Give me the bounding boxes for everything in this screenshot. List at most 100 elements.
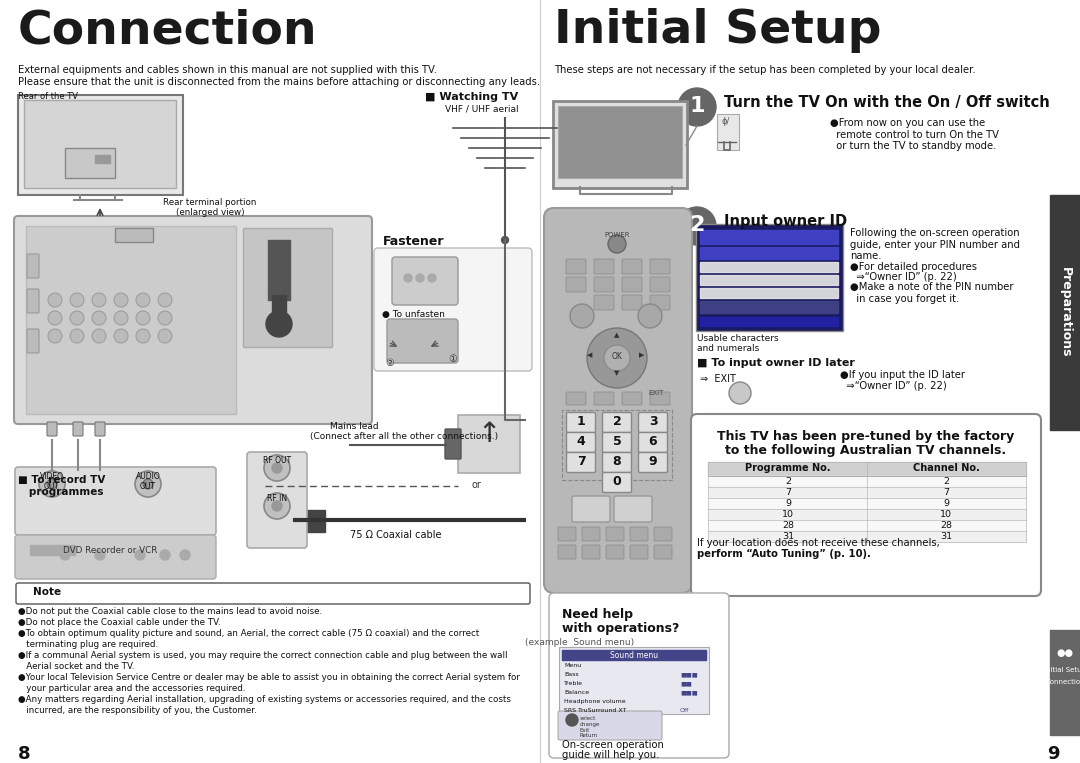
Circle shape xyxy=(608,235,626,253)
FancyBboxPatch shape xyxy=(566,277,586,292)
Text: On-screen operation: On-screen operation xyxy=(562,740,664,750)
FancyBboxPatch shape xyxy=(622,295,642,310)
Text: 9: 9 xyxy=(649,455,658,468)
FancyBboxPatch shape xyxy=(603,433,632,452)
Text: Note: Note xyxy=(33,587,62,597)
Circle shape xyxy=(158,293,172,307)
Circle shape xyxy=(729,382,751,404)
Text: 28: 28 xyxy=(940,521,951,530)
Circle shape xyxy=(48,329,62,343)
FancyBboxPatch shape xyxy=(654,545,672,559)
Text: 9: 9 xyxy=(1048,745,1059,763)
Text: ●Your local Television Service Centre or dealer may be able to assist you in obt: ●Your local Television Service Centre or… xyxy=(18,673,519,682)
Circle shape xyxy=(114,329,129,343)
Text: ⇒“Owner ID” (p. 22): ⇒“Owner ID” (p. 22) xyxy=(850,272,957,282)
FancyBboxPatch shape xyxy=(567,452,595,472)
Text: Aerial socket and the TV.: Aerial socket and the TV. xyxy=(18,662,135,671)
Text: ●Do not put the Coaxial cable close to the mains lead to avoid noise.: ●Do not put the Coaxial cable close to t… xyxy=(18,607,322,616)
Text: 9: 9 xyxy=(943,499,949,508)
FancyBboxPatch shape xyxy=(18,95,183,195)
FancyBboxPatch shape xyxy=(458,415,519,473)
Text: Preparations: Preparations xyxy=(1058,267,1071,357)
Text: 2: 2 xyxy=(612,415,621,428)
Text: 9: 9 xyxy=(785,499,791,508)
Circle shape xyxy=(48,311,62,325)
FancyBboxPatch shape xyxy=(582,545,600,559)
Bar xyxy=(708,498,1026,509)
FancyBboxPatch shape xyxy=(26,226,237,414)
Text: perform “Auto Tuning” (p. 10).: perform “Auto Tuning” (p. 10). xyxy=(697,549,870,559)
Circle shape xyxy=(48,479,57,489)
Text: ■■■: ■■■ xyxy=(680,672,698,677)
Bar xyxy=(1050,195,1080,430)
Text: to the following Australian TV channels.: to the following Australian TV channels. xyxy=(726,444,1007,457)
Circle shape xyxy=(143,479,153,489)
FancyBboxPatch shape xyxy=(14,216,372,424)
FancyBboxPatch shape xyxy=(15,535,216,579)
FancyBboxPatch shape xyxy=(622,392,642,405)
FancyBboxPatch shape xyxy=(15,467,216,535)
FancyBboxPatch shape xyxy=(622,259,642,274)
Text: select
change
Exit
Return: select change Exit Return xyxy=(580,716,600,739)
Text: SRS TruSurround XT: SRS TruSurround XT xyxy=(564,708,626,713)
FancyBboxPatch shape xyxy=(549,593,729,758)
Circle shape xyxy=(678,207,716,245)
Text: your particular area and the accessories required.: your particular area and the accessories… xyxy=(18,684,245,693)
Circle shape xyxy=(160,550,170,560)
FancyBboxPatch shape xyxy=(650,392,670,405)
FancyBboxPatch shape xyxy=(558,527,576,541)
FancyBboxPatch shape xyxy=(566,259,586,274)
FancyBboxPatch shape xyxy=(603,452,632,472)
Text: Menu: Menu xyxy=(564,663,581,668)
FancyBboxPatch shape xyxy=(558,545,576,559)
FancyBboxPatch shape xyxy=(567,413,595,433)
Text: 7: 7 xyxy=(577,455,585,468)
Text: This TV has been pre-tuned by the factory: This TV has been pre-tuned by the factor… xyxy=(717,430,1014,443)
Text: Treble: Treble xyxy=(564,681,583,686)
Text: Mains lead: Mains lead xyxy=(330,422,379,431)
Text: ●To obtain optimum quality picture and sound, an Aerial, the correct cable (75 Ω: ●To obtain optimum quality picture and s… xyxy=(18,629,480,638)
Text: ■■■: ■■■ xyxy=(680,690,698,695)
Text: ①: ① xyxy=(448,354,457,364)
FancyBboxPatch shape xyxy=(27,254,39,278)
FancyBboxPatch shape xyxy=(65,148,114,178)
Circle shape xyxy=(158,329,172,343)
FancyBboxPatch shape xyxy=(650,295,670,310)
Text: 0: 0 xyxy=(612,475,621,488)
Text: 31: 31 xyxy=(782,532,794,541)
Bar xyxy=(708,531,1026,542)
Bar xyxy=(700,288,838,298)
FancyBboxPatch shape xyxy=(630,545,648,559)
Text: Usable characters
and numerals: Usable characters and numerals xyxy=(697,334,779,353)
Circle shape xyxy=(48,293,62,307)
Bar xyxy=(700,301,838,313)
Text: Connection: Connection xyxy=(1045,679,1080,685)
Text: Initial Setup: Initial Setup xyxy=(1044,667,1080,673)
Bar xyxy=(708,462,1026,476)
FancyBboxPatch shape xyxy=(544,208,692,593)
Text: Fastener: Fastener xyxy=(383,235,445,248)
Text: ⇒“Owner ID” (p. 22): ⇒“Owner ID” (p. 22) xyxy=(840,381,947,391)
Text: 28: 28 xyxy=(782,521,794,530)
Circle shape xyxy=(95,550,105,560)
Text: 2: 2 xyxy=(785,477,791,486)
Text: EXIT: EXIT xyxy=(648,390,663,396)
Text: ■ Watching TV: ■ Watching TV xyxy=(426,92,518,102)
Text: 5: 5 xyxy=(612,435,621,448)
Circle shape xyxy=(135,550,145,560)
FancyBboxPatch shape xyxy=(603,413,632,433)
Circle shape xyxy=(264,455,291,481)
Text: or: or xyxy=(472,480,482,490)
Text: Bass: Bass xyxy=(564,672,579,677)
FancyBboxPatch shape xyxy=(387,319,458,363)
Text: RF OUT: RF OUT xyxy=(262,456,292,465)
Bar xyxy=(30,545,75,555)
Circle shape xyxy=(70,329,84,343)
Text: ●Any matters regarding Aerial installation, upgrading of existing systems or acc: ●Any matters regarding Aerial installati… xyxy=(18,695,511,704)
FancyBboxPatch shape xyxy=(582,527,600,541)
FancyBboxPatch shape xyxy=(27,329,39,353)
FancyBboxPatch shape xyxy=(16,583,530,604)
FancyBboxPatch shape xyxy=(594,295,615,310)
Text: POWER: POWER xyxy=(604,232,630,238)
Text: ●For detailed procedures: ●For detailed procedures xyxy=(850,262,977,272)
